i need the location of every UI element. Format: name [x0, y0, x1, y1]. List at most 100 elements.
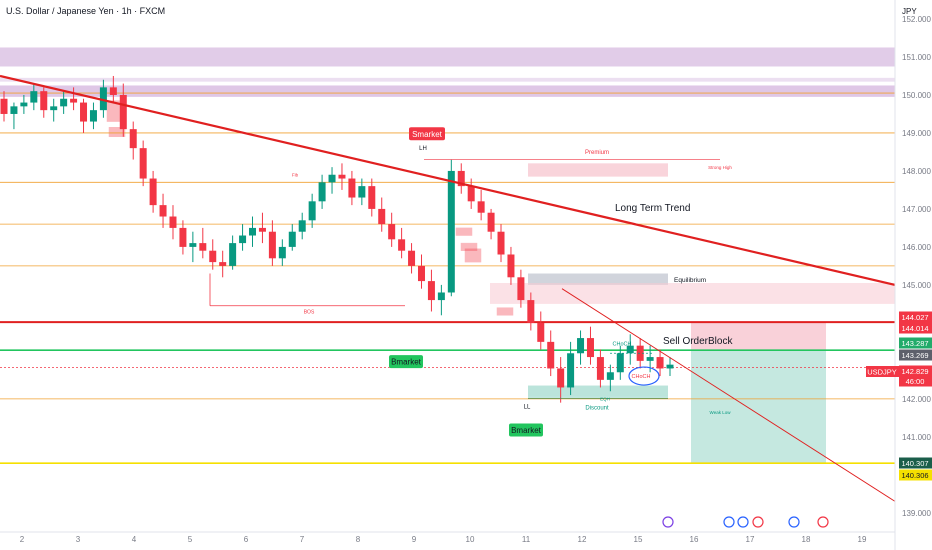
candle-body — [30, 91, 38, 103]
candle-body — [129, 129, 137, 149]
supply-box — [460, 242, 478, 251]
equilibrium-label: Equilibrium — [674, 277, 706, 284]
candle-body — [527, 300, 535, 323]
price-tag-bg — [899, 337, 932, 349]
price-tag-bg — [899, 469, 932, 481]
candle-body — [328, 174, 336, 183]
candle-body — [50, 106, 58, 111]
event-icon — [723, 516, 735, 528]
candle-body — [89, 110, 97, 122]
x-tick-label: 8 — [356, 535, 361, 544]
candle-body — [487, 212, 495, 232]
bmarket-badge-2-bg — [509, 423, 543, 437]
y-tick-label: 152.000 — [902, 15, 931, 24]
ll-label: LL — [524, 404, 531, 410]
choch-circle — [628, 366, 660, 386]
candle-body — [457, 170, 465, 187]
candle-body — [606, 372, 614, 380]
candle-body — [417, 265, 425, 282]
candle-body — [288, 231, 296, 247]
event-icon — [737, 516, 749, 528]
candle-body — [99, 87, 107, 111]
candle-body — [567, 353, 575, 388]
x-tick-label: 2 — [20, 535, 25, 544]
supply-band-top — [0, 47, 895, 67]
candle-body — [60, 98, 68, 107]
sell-orderblock-risk — [691, 322, 826, 351]
candle-body — [249, 227, 257, 236]
sell-orderblock-label: Sell OrderBlock — [663, 336, 733, 347]
candle-body — [467, 186, 475, 202]
x-tick-label: 17 — [746, 535, 755, 544]
fib-label: Fib — [292, 173, 299, 178]
y-tick-label: 150.000 — [902, 91, 931, 100]
bos-label: BOS — [304, 309, 315, 315]
y-tick-label: 151.000 — [902, 53, 931, 62]
candle-body — [70, 98, 78, 103]
x-tick-label: 5 — [188, 535, 193, 544]
smarket-badge: Smarket — [412, 130, 443, 139]
price-tag: 140.307 — [901, 459, 928, 468]
y-tick-label: 146.000 — [902, 243, 931, 252]
candle-body — [278, 246, 286, 259]
currency-label[interactable]: JPY — [902, 7, 917, 16]
y-tick-label: 149.000 — [902, 129, 931, 138]
x-tick-label: 15 — [634, 535, 643, 544]
candle-body — [109, 87, 117, 95]
candle-body — [298, 220, 306, 232]
order-block-zone — [490, 282, 895, 304]
candle-body — [219, 262, 227, 266]
candle-body — [199, 243, 207, 251]
price-tag-bg — [899, 311, 932, 323]
labels-layer: Smarket LH Premium Strong High Long Term Tre… — [292, 127, 932, 481]
candle-body — [368, 186, 376, 209]
sell-orderblock-reward — [691, 350, 826, 464]
choch-label-2: CHoCH — [632, 374, 651, 380]
candle-body — [20, 102, 28, 107]
x-tick-label: 3 — [76, 535, 81, 544]
descending-line — [561, 288, 896, 502]
candle-body — [477, 201, 485, 213]
supply-box — [108, 127, 126, 137]
price-tag: 140.306 — [901, 471, 928, 480]
event-icon — [752, 516, 764, 528]
price-tag-bg — [899, 365, 932, 377]
supply-box — [496, 307, 514, 316]
discount-zone — [528, 385, 668, 397]
y-tick-label: 142.000 — [902, 395, 931, 404]
candle-body — [408, 250, 416, 266]
candle-body — [308, 201, 316, 221]
chart-title: U.S. Dollar / Japanese Yen · 1h · FXCM — [6, 6, 166, 16]
candle-body — [666, 364, 674, 369]
candle-body — [437, 292, 445, 301]
event-icon — [817, 516, 829, 528]
candles-layer — [0, 75, 674, 403]
price-tag: 46:00 — [906, 377, 925, 386]
overlays-layer — [0, 74, 896, 502]
candle-body — [80, 102, 88, 122]
price-tag: 142.829 — [901, 367, 928, 376]
supply-box — [464, 248, 482, 263]
symbol-tag: USDJPY — [867, 368, 897, 377]
candle-body — [557, 368, 565, 388]
price-tag-bg — [899, 322, 932, 334]
candle-body — [537, 322, 545, 342]
price-tag: 144.014 — [901, 324, 928, 333]
supply-box — [455, 227, 473, 236]
smarket-badge-bg — [409, 127, 445, 141]
price-tag-bg — [899, 457, 932, 469]
candle-body — [547, 341, 555, 369]
candle-body — [239, 235, 247, 244]
eqh-label: EQH — [600, 397, 610, 402]
candle-body — [348, 178, 356, 198]
long-term-trend-line — [0, 74, 896, 286]
x-tick-label: 10 — [466, 535, 475, 544]
candle-body — [229, 243, 237, 266]
supply-band-thin — [0, 77, 895, 82]
candle-body — [179, 227, 187, 247]
x-tick-label: 19 — [858, 535, 867, 544]
candle-body — [0, 98, 8, 114]
candle-body — [209, 250, 217, 263]
candle-body — [497, 231, 505, 255]
